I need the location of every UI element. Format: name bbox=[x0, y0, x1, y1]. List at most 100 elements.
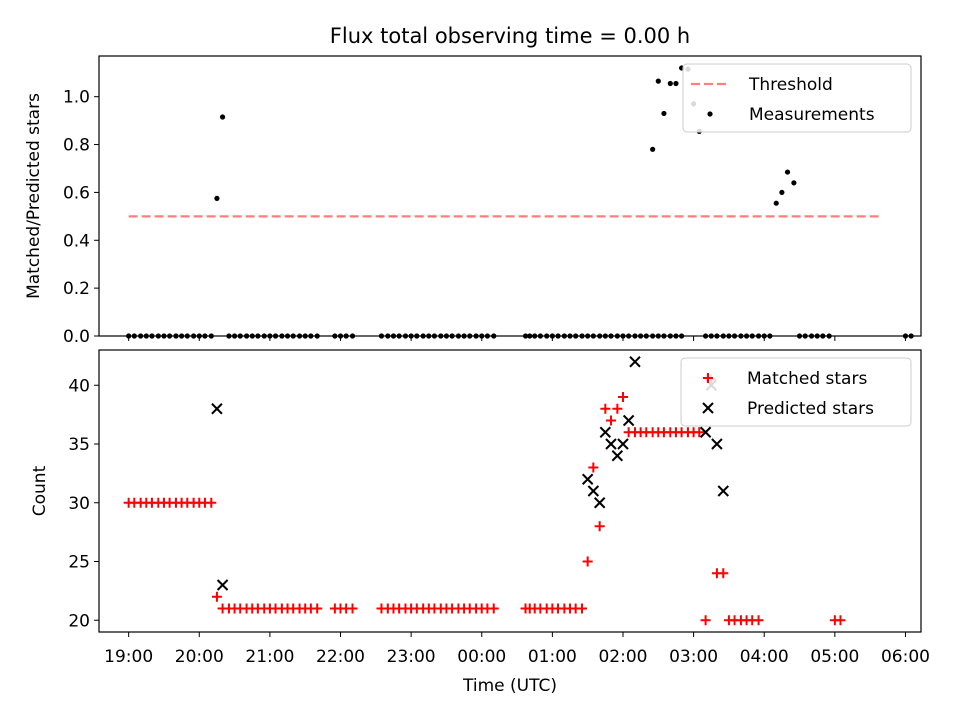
x-tick-label: 05:00 bbox=[810, 647, 859, 667]
predicted-star-point bbox=[587, 485, 600, 497]
legend-label: Matched stars bbox=[747, 369, 867, 389]
measurement-point bbox=[279, 333, 285, 339]
measurement-point bbox=[208, 333, 214, 339]
predicted-star-point bbox=[211, 403, 223, 415]
matched-star-point bbox=[588, 462, 599, 473]
measurement-point bbox=[402, 333, 409, 339]
measurement-point bbox=[527, 333, 533, 339]
measurement-point bbox=[290, 333, 296, 339]
measurement-point bbox=[667, 80, 673, 87]
measurement-point bbox=[585, 333, 591, 339]
x-tick-label: 22:00 bbox=[316, 647, 365, 667]
measurement-point bbox=[179, 333, 185, 339]
measurement-point bbox=[237, 333, 243, 339]
matched-star-point bbox=[605, 415, 616, 426]
predicted-star-point bbox=[605, 438, 617, 450]
matched-star-point bbox=[312, 603, 323, 614]
matched-star-point bbox=[594, 521, 605, 532]
measurement-point bbox=[796, 333, 803, 339]
measurement-point bbox=[597, 333, 603, 339]
measurement-point bbox=[573, 333, 579, 339]
measurement-point bbox=[479, 333, 485, 339]
predicted-star-point bbox=[711, 438, 723, 450]
matched-star-point bbox=[835, 615, 846, 626]
y-tick-label: 0.6 bbox=[63, 183, 90, 203]
measurement-point bbox=[738, 333, 744, 339]
measurement-point bbox=[814, 333, 820, 339]
measurement-point bbox=[779, 189, 785, 196]
predicted-star-point bbox=[216, 579, 229, 591]
measurement-point bbox=[667, 333, 673, 339]
measurement-point bbox=[420, 333, 426, 339]
y-tick-label: 20 bbox=[68, 611, 90, 631]
top-legend: Threshold Measurements bbox=[682, 63, 912, 133]
x-tick-label: 01:00 bbox=[528, 647, 577, 667]
measurement-point bbox=[773, 200, 779, 206]
x-tick-label: 06:00 bbox=[881, 647, 930, 667]
predicted-star-point bbox=[581, 473, 594, 485]
measurement-point bbox=[184, 333, 190, 339]
measurement-point bbox=[826, 333, 832, 339]
measurement-point bbox=[791, 180, 797, 186]
measurement-point bbox=[149, 333, 155, 339]
matched-star-point bbox=[718, 568, 729, 579]
measurement-point bbox=[703, 333, 709, 339]
measurement-point bbox=[820, 333, 826, 339]
measurement-point bbox=[385, 333, 391, 339]
x-axis-label: Time (UTC) bbox=[462, 676, 557, 696]
predicted-star-point bbox=[611, 450, 624, 462]
measurement-point bbox=[726, 333, 732, 339]
matched-star-point bbox=[577, 603, 588, 614]
top-y-axis-label: Matched/Predicted stars bbox=[24, 93, 44, 299]
matched-star-point bbox=[753, 615, 764, 626]
measurement-point bbox=[308, 333, 314, 339]
measurement-point bbox=[349, 333, 356, 339]
measurement-point bbox=[532, 333, 538, 339]
measurement-point bbox=[267, 333, 273, 339]
x-tick-label: 00:00 bbox=[457, 647, 506, 667]
measurement-point bbox=[714, 333, 720, 339]
measurement-point bbox=[196, 333, 202, 339]
measurement-point bbox=[608, 333, 614, 339]
measurement-point bbox=[708, 333, 714, 339]
bottom-y-axis-label: Count bbox=[30, 465, 50, 516]
measurement-point bbox=[219, 114, 226, 120]
measurement-point bbox=[784, 169, 791, 175]
matched-star-point bbox=[600, 403, 611, 414]
y-tick-label: 30 bbox=[68, 494, 90, 514]
measurement-point bbox=[638, 333, 644, 339]
measurement-point bbox=[761, 333, 767, 339]
matched-star-point bbox=[347, 603, 358, 614]
measurement-point bbox=[743, 333, 750, 339]
measurement-point bbox=[167, 333, 173, 339]
measurement-point bbox=[155, 333, 161, 339]
measurement-point bbox=[602, 333, 608, 339]
measurement-point bbox=[673, 80, 679, 87]
measurement-point bbox=[902, 333, 909, 339]
measurement-point bbox=[226, 333, 232, 339]
measurement-point bbox=[191, 333, 197, 339]
measurement-point bbox=[767, 333, 773, 339]
measurement-point bbox=[632, 333, 638, 339]
predicted-star-point bbox=[593, 497, 606, 509]
measurement-point bbox=[720, 333, 726, 339]
measurement-point bbox=[484, 333, 491, 339]
bottom-legend: Matched stars Predicted stars bbox=[680, 357, 912, 427]
y-tick-label: 40 bbox=[68, 376, 90, 396]
measurement-point bbox=[650, 146, 656, 152]
predicted-star-point bbox=[599, 426, 612, 438]
measurement-point bbox=[802, 333, 808, 339]
measurement-point bbox=[731, 333, 738, 339]
measurement-point bbox=[337, 333, 344, 339]
measurement-point bbox=[249, 333, 255, 339]
measurement-point bbox=[473, 333, 479, 339]
y-tick-label: 0.0 bbox=[63, 327, 90, 347]
measurement-point bbox=[655, 78, 661, 84]
x-tick-label: 21:00 bbox=[245, 647, 294, 667]
y-tick-label: 0.8 bbox=[63, 136, 90, 156]
measurement-point bbox=[302, 333, 308, 339]
measurement-point bbox=[378, 333, 385, 339]
measurement-point bbox=[431, 333, 438, 339]
predicted-star-point bbox=[699, 426, 712, 438]
measurement-point bbox=[614, 333, 620, 339]
